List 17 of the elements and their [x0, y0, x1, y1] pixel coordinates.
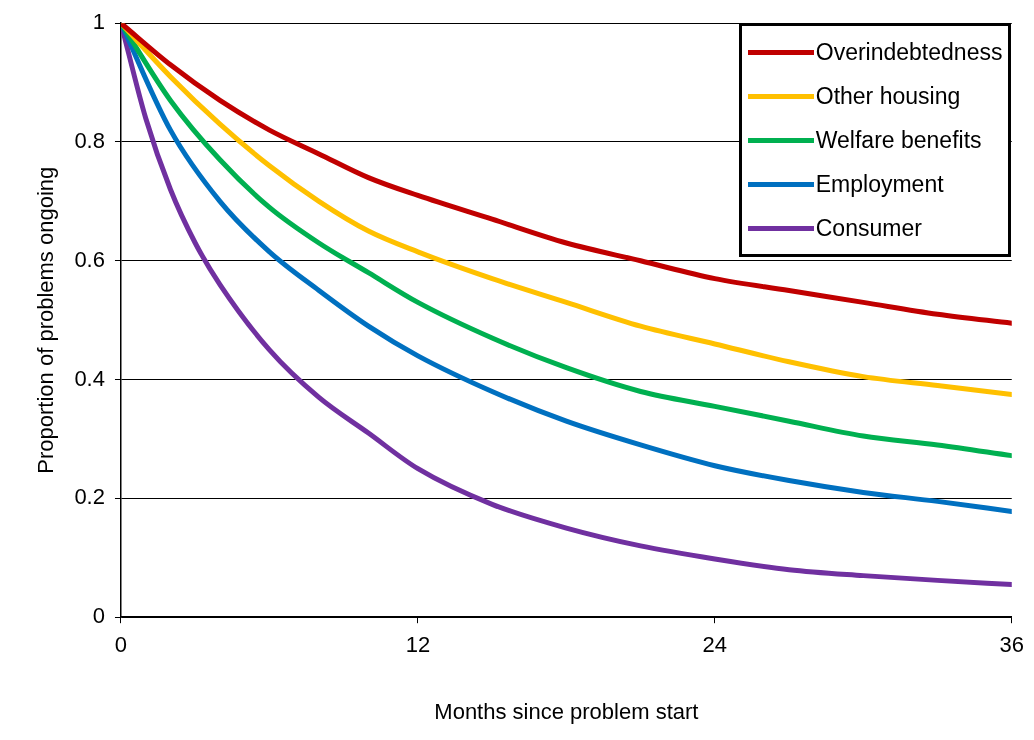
x-tick-label: 36 — [999, 632, 1025, 658]
y-tick-label: 0.8 — [74, 128, 105, 154]
y-tick-label: 0.4 — [74, 365, 105, 391]
y-tick-label: 0.2 — [74, 484, 105, 510]
y-tick-label: 0 — [92, 603, 105, 629]
y-tick-label: 1 — [92, 9, 105, 35]
x-tick-label: 0 — [114, 632, 128, 658]
x-axis-title: Months since problem start — [434, 698, 699, 724]
legend-label: Consumer — [815, 214, 922, 242]
y-tick-label: 0.6 — [74, 246, 105, 272]
legend-label: Employment — [815, 170, 944, 198]
legend-label: Other housing — [815, 82, 961, 110]
x-tick-label: 24 — [702, 632, 728, 658]
legend-label: Overindebtedness — [815, 38, 1003, 66]
x-tick-label: 12 — [405, 632, 431, 658]
legend-label: Welfare benefits — [815, 126, 982, 154]
y-axis-title: Proportion of problems ongoing — [33, 166, 59, 474]
